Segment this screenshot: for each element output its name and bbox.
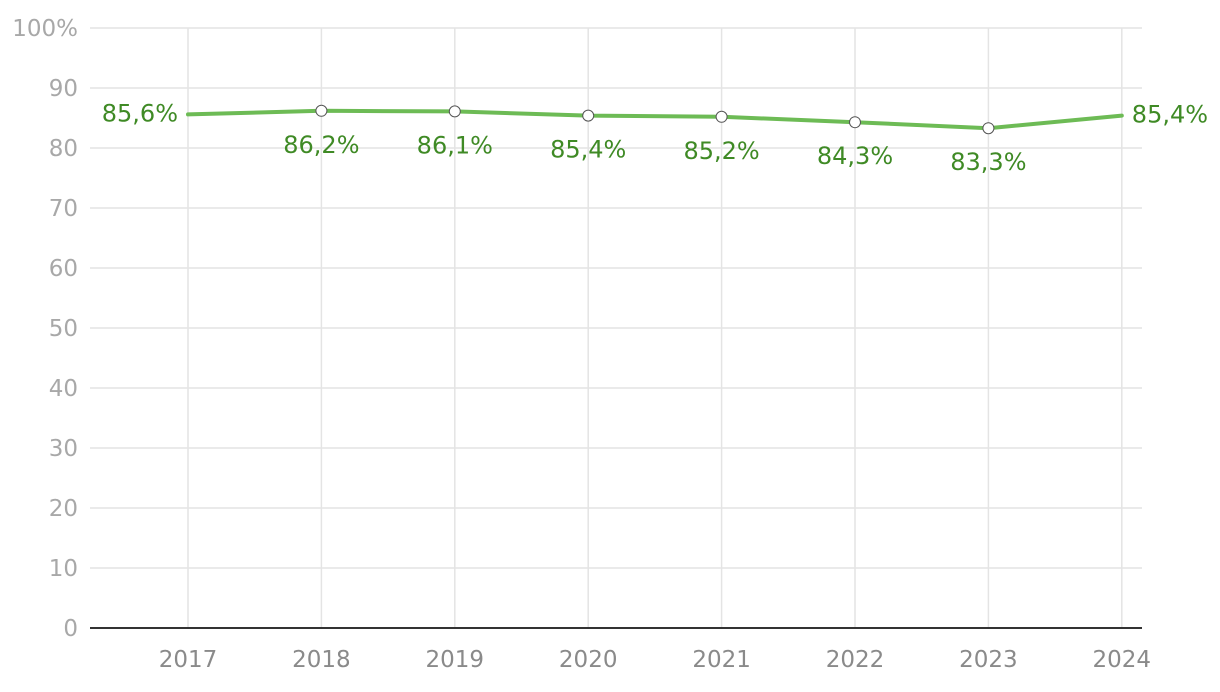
data-label: 85,4% xyxy=(550,136,626,164)
data-point-marker xyxy=(715,110,728,123)
y-tick-label: 0 xyxy=(63,616,78,642)
y-tick-label: 30 xyxy=(49,436,78,462)
y-tick-label: 70 xyxy=(49,196,78,222)
series-layer xyxy=(186,104,1124,135)
y-tick-label: 90 xyxy=(49,76,78,102)
x-tick-label: 2017 xyxy=(159,647,218,673)
x-tick-label: 2019 xyxy=(426,647,485,673)
x-tick-label: 2021 xyxy=(692,647,751,673)
data-label: 85,4% xyxy=(1132,101,1208,129)
y-tick-label: 20 xyxy=(49,496,78,522)
data-label: 85,2% xyxy=(683,137,759,165)
data-label: 83,3% xyxy=(950,148,1026,176)
y-tick-label: 60 xyxy=(49,256,78,282)
data-labels: 85,6% 86,2% 86,1% 85,4% 85,2% 84,3% 83,3% 85,4% xyxy=(102,99,1208,176)
data-label: 85,6% xyxy=(102,99,178,127)
y-tick-label: 100% xyxy=(12,16,78,42)
data-point-marker xyxy=(315,104,328,117)
x-tick-label: 2024 xyxy=(1093,647,1152,673)
y-tick-label: 40 xyxy=(49,376,78,402)
y-tick-label: 50 xyxy=(49,316,78,342)
y-tick-label: 10 xyxy=(49,556,78,582)
x-tick-label: 2023 xyxy=(959,647,1018,673)
y-axis-ticks: 0 10 20 30 40 50 60 70 80 90 100% xyxy=(12,16,78,642)
x-axis-ticks: 2017 2018 2019 2020 2021 2022 2023 2024 xyxy=(159,647,1151,673)
data-point-marker xyxy=(448,105,461,118)
data-point-marker xyxy=(582,109,595,122)
data-label: 84,3% xyxy=(817,142,893,170)
x-tick-label: 2020 xyxy=(559,647,618,673)
data-label: 86,2% xyxy=(283,131,359,159)
x-tick-label: 2022 xyxy=(826,647,885,673)
series-line xyxy=(186,108,1124,131)
y-tick-label: 80 xyxy=(49,136,78,162)
x-tick-label: 2018 xyxy=(292,647,351,673)
data-label: 86,1% xyxy=(417,131,493,159)
data-point-marker xyxy=(849,116,861,129)
data-point-marker xyxy=(982,122,995,135)
grid-lines xyxy=(90,27,1142,628)
